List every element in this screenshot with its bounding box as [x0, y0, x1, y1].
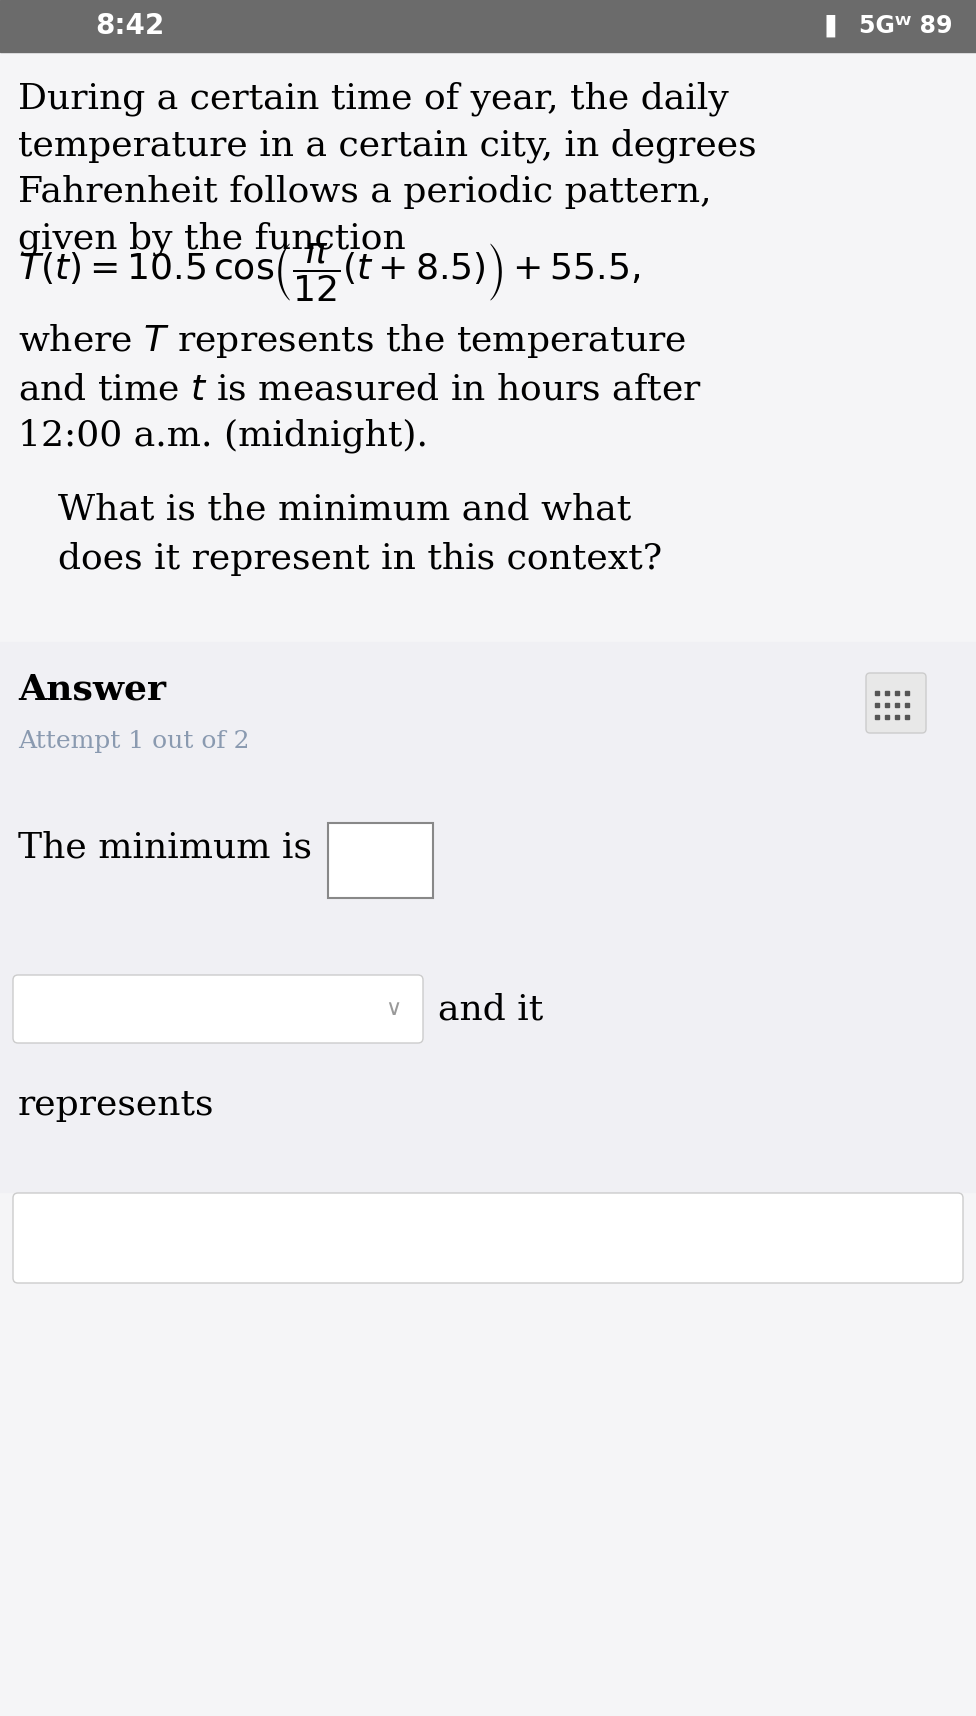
FancyBboxPatch shape — [866, 673, 926, 733]
Bar — [0, 642, 976, 1193]
Text: 8:42: 8:42 — [96, 12, 165, 39]
Text: ▐: ▐ — [818, 15, 834, 38]
Text: 5Gᵂ 89: 5Gᵂ 89 — [859, 14, 953, 38]
Text: ∨: ∨ — [385, 999, 401, 1019]
FancyBboxPatch shape — [13, 975, 423, 1043]
Text: During a certain time of year, the daily
temperature in a certain city, in degre: During a certain time of year, the daily… — [18, 82, 756, 256]
FancyBboxPatch shape — [13, 1193, 963, 1284]
Text: and it: and it — [438, 992, 544, 1026]
Text: Attempt 1 out of 2: Attempt 1 out of 2 — [18, 729, 250, 753]
Bar — [328, 824, 433, 897]
Bar — [0, 0, 976, 51]
Text: where $T$ represents the temperature
and time $t$ is measured in hours after
12:: where $T$ represents the temperature and… — [18, 323, 702, 453]
Text: $T(t) = 10.5\,\cos\!\left(\dfrac{\pi}{12}(t+8.5)\right)+55.5,$: $T(t) = 10.5\,\cos\!\left(\dfrac{\pi}{12… — [18, 242, 640, 304]
Text: Answer: Answer — [18, 673, 166, 705]
Text: What is the minimum and what
does it represent in this context?: What is the minimum and what does it rep… — [58, 492, 662, 577]
Text: represents: represents — [18, 1088, 215, 1122]
Text: The minimum is: The minimum is — [18, 831, 312, 863]
